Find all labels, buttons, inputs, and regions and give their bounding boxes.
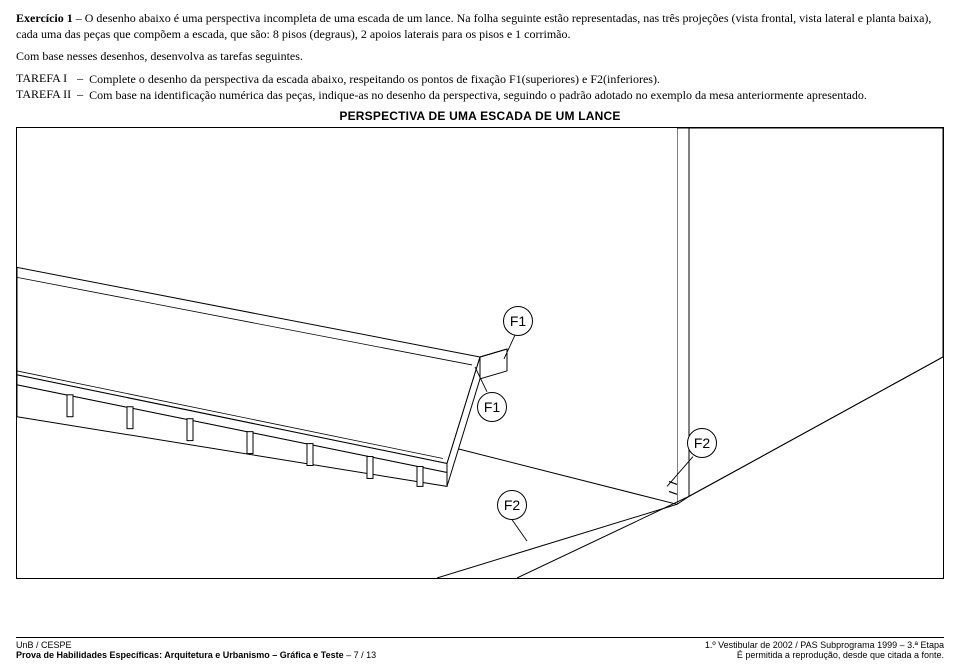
footer-left: UnB / CESPE Prova de Habilidades Específ… [16,640,376,660]
task-row: TAREFA II – Com base na identificação nu… [16,87,867,103]
task-dash: – [77,71,89,87]
exercise-label: Exercício 1 [16,11,73,25]
footer-page: – 7 / 13 [346,650,376,660]
task-label: TAREFA I [16,71,77,87]
exercise-text: O desenho abaixo é uma perspectiva incom… [16,11,931,41]
fixation-label: F1 [477,392,507,422]
follow-text: Com base nesses desenhos, desenvolva as … [16,48,944,64]
exercise-dash: – [76,11,82,25]
task-label: TAREFA II [16,87,77,103]
task-text: Complete o desenho da perspectiva da esc… [89,71,867,87]
task-row: TAREFA I – Complete o desenho da perspec… [16,71,867,87]
footer-org: UnB / CESPE [16,640,376,650]
footer-right: 1.º Vestibular de 2002 / PAS Subprograma… [705,640,944,660]
task-dash: – [77,87,89,103]
fixation-label: F2 [687,428,717,458]
perspective-drawing [17,128,943,578]
footer-exam: Prova de Habilidades Específicas: Arquit… [16,650,346,660]
footer-edition: 1.º Vestibular de 2002 / PAS Subprograma… [705,640,944,650]
exercise-intro: Exercício 1 – O desenho abaixo é uma per… [16,10,944,42]
page-footer: UnB / CESPE Prova de Habilidades Específ… [16,637,944,660]
figure-title: PERSPECTIVA DE UMA ESCADA DE UM LANCE [16,109,944,123]
fixation-label: F2 [497,490,527,520]
fixation-label: F1 [503,306,533,336]
footer-license: É permitida a reprodução, desde que cita… [705,650,944,660]
figure-box: F1 F1 F2 F2 [16,127,944,579]
task-text: Com base na identificação numérica das p… [89,87,867,103]
task-list: TAREFA I – Complete o desenho da perspec… [16,71,867,103]
